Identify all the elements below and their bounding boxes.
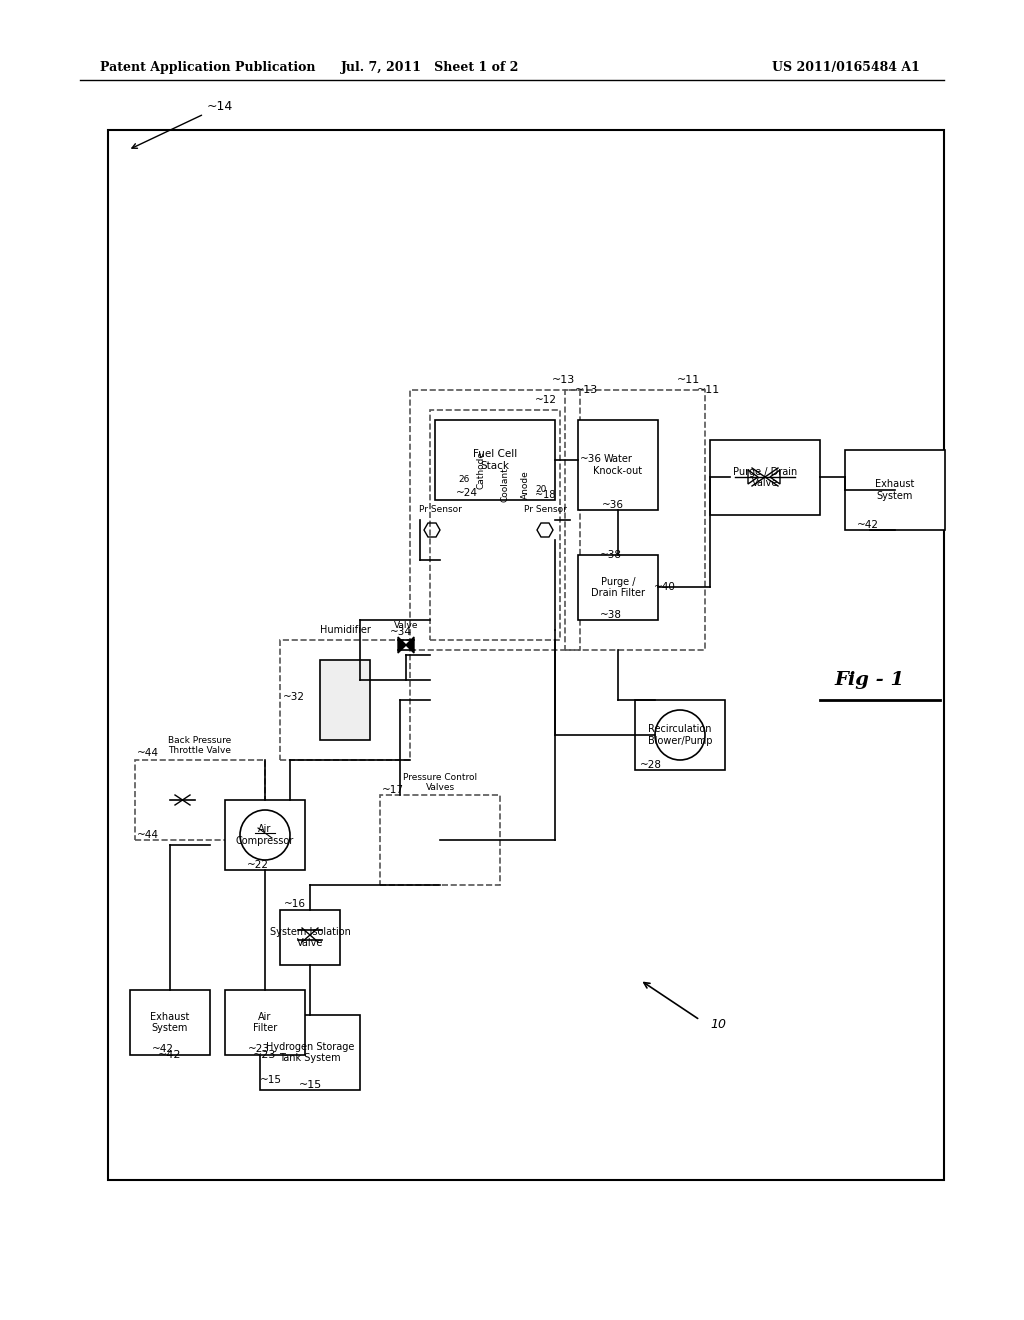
Text: ~42: ~42 (857, 520, 879, 531)
Text: ~15: ~15 (298, 1080, 322, 1090)
Bar (435, 420, 555, 500)
Text: Air
Filter: Air Filter (253, 1011, 278, 1034)
Text: ~34: ~34 (390, 627, 412, 638)
Text: ~18: ~18 (535, 490, 555, 500)
Text: ~23: ~23 (253, 1049, 276, 1060)
Text: ~42: ~42 (152, 1044, 174, 1053)
Text: Water
Knock-out: Water Knock-out (594, 454, 643, 475)
Text: ~36: ~36 (602, 500, 624, 510)
Text: ~28: ~28 (640, 760, 662, 770)
Text: ~13: ~13 (552, 375, 575, 385)
Bar (108, 129, 944, 1180)
Text: Hydrogen Storage
Tank System: Hydrogen Storage Tank System (266, 1041, 354, 1064)
Text: Fuel Cell
Stack: Fuel Cell Stack (473, 449, 517, 471)
Text: ~38: ~38 (600, 550, 622, 560)
Text: ~36: ~36 (580, 454, 602, 465)
Bar (430, 411, 560, 640)
Text: ~44: ~44 (137, 748, 159, 758)
Text: Cathode: Cathode (476, 451, 485, 488)
Text: ~13: ~13 (575, 385, 598, 395)
Text: ~11: ~11 (697, 385, 720, 395)
Text: Back Pressure
Throttle Valve: Back Pressure Throttle Valve (168, 735, 231, 755)
Text: Air
Compressor: Air Compressor (236, 824, 294, 846)
Text: Coolant: Coolant (501, 467, 510, 503)
Text: ~22: ~22 (247, 861, 269, 870)
Text: System Isolation
Valve: System Isolation Valve (269, 927, 350, 948)
Text: 20: 20 (535, 486, 547, 495)
Text: ~38: ~38 (600, 610, 622, 620)
Bar (280, 640, 410, 760)
Text: Patent Application Publication: Patent Application Publication (100, 62, 315, 74)
Text: ~12: ~12 (535, 395, 557, 405)
Bar (410, 389, 580, 649)
Text: Valve: Valve (394, 620, 418, 630)
Text: Anode: Anode (520, 471, 529, 499)
Bar (710, 440, 820, 515)
Text: Recirculation
Blower/Pump: Recirculation Blower/Pump (648, 725, 713, 746)
Bar (578, 554, 658, 620)
Text: Pr Sensor: Pr Sensor (419, 506, 462, 515)
Text: Pr Sensor: Pr Sensor (523, 506, 566, 515)
Polygon shape (406, 638, 414, 653)
Text: Pressure Control
Valves: Pressure Control Valves (402, 772, 477, 792)
Bar (845, 450, 945, 531)
Bar (260, 1015, 360, 1090)
Text: ~16: ~16 (284, 899, 306, 909)
Text: ~17: ~17 (382, 785, 404, 795)
Text: 10: 10 (710, 1019, 726, 1031)
Text: Exhaust
System: Exhaust System (876, 479, 914, 500)
Text: ~24: ~24 (456, 488, 478, 498)
Bar (565, 389, 705, 649)
Text: ~40: ~40 (654, 582, 676, 591)
Text: Jul. 7, 2011   Sheet 1 of 2: Jul. 7, 2011 Sheet 1 of 2 (341, 62, 519, 74)
Bar (130, 990, 210, 1055)
Bar (225, 990, 305, 1055)
Text: ~23: ~23 (248, 1044, 270, 1053)
Polygon shape (398, 638, 406, 653)
Bar (225, 800, 305, 870)
Bar (135, 760, 265, 840)
Text: Purge / Drain
Valve: Purge / Drain Valve (733, 467, 797, 488)
Text: Humidifier: Humidifier (319, 624, 371, 635)
Bar (635, 700, 725, 770)
Bar (578, 420, 658, 510)
Text: ~44: ~44 (137, 830, 159, 840)
Text: Fig - 1: Fig - 1 (835, 671, 905, 689)
Text: ~15: ~15 (260, 1074, 282, 1085)
Bar (380, 795, 500, 884)
Text: 26: 26 (459, 475, 470, 484)
Text: ~14: ~14 (132, 100, 233, 148)
Bar (280, 909, 340, 965)
Bar (319, 660, 370, 741)
Text: ~42: ~42 (159, 1049, 181, 1060)
Text: Purge /
Drain Filter: Purge / Drain Filter (591, 577, 645, 598)
Text: ~11: ~11 (677, 375, 700, 385)
Text: ~32: ~32 (283, 692, 305, 702)
Text: US 2011/0165484 A1: US 2011/0165484 A1 (772, 62, 920, 74)
Text: Exhaust
System: Exhaust System (151, 1011, 189, 1034)
